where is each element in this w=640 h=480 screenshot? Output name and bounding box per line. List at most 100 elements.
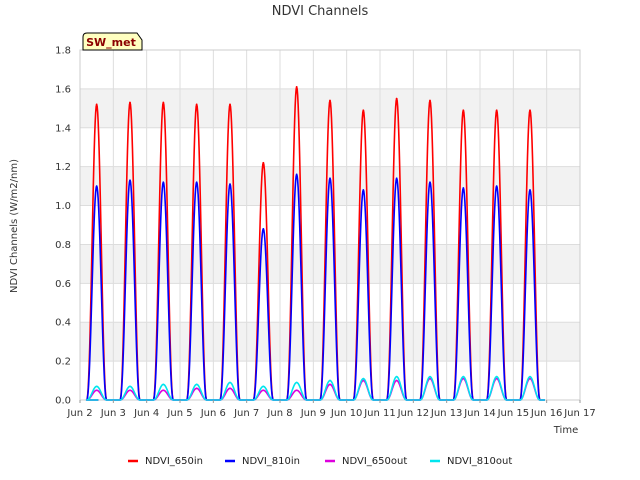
y-tick-label: 0.8 (55, 240, 71, 251)
y-tick-label: 1.6 (55, 84, 71, 95)
data-point-NDVI_650in (395, 97, 398, 100)
legend-label-NDVI_650out: NDVI_650out (342, 456, 407, 467)
data-point-NDVI_810in (462, 187, 465, 189)
sw-met-badge: SW_met (82, 32, 143, 51)
badge-box (82, 32, 143, 51)
y-tick-label: 0.4 (55, 318, 71, 329)
data-point-NDVI_810in (262, 227, 265, 230)
data-point-NDVI_810in (295, 173, 298, 176)
data-point-NDVI_650out (495, 377, 498, 380)
data-point-NDVI_650in (429, 99, 431, 102)
plot-band (80, 166, 580, 206)
data-point-NDVI_650out (229, 387, 231, 390)
data-point-NDVI_810out (395, 375, 398, 378)
x-tick-label: Jun 3 (100, 408, 126, 419)
data-point-NDVI_650out (95, 389, 98, 392)
data-point-NDVI_650out (195, 387, 198, 390)
data-point-NDVI_650in (495, 109, 498, 112)
plot-band (80, 244, 580, 284)
x-tick-label: Jun 7 (233, 408, 259, 419)
data-point-NDVI_810in (229, 183, 231, 186)
data-point-NDVI_810out (95, 385, 98, 388)
data-point-NDVI_650out (329, 383, 331, 386)
data-point-NDVI_650in (362, 109, 365, 112)
data-point-NDVI_650in (462, 109, 465, 112)
data-point-NDVI_810out (262, 385, 265, 388)
data-point-NDVI_810out (195, 383, 198, 386)
data-point-NDVI_810out (329, 379, 331, 382)
data-point-NDVI_650out (462, 377, 465, 380)
x-axis-title: Time (553, 425, 578, 436)
x-tick-label: Jun 8 (266, 408, 292, 419)
data-point-NDVI_810in (162, 181, 165, 184)
y-tick-label: 1.8 (55, 46, 71, 57)
x-tick-label: Jun 2 (66, 408, 92, 419)
x-tick-label: Jun 10 (330, 408, 363, 419)
data-point-NDVI_810out (529, 375, 531, 378)
chart-title: NDVI Channels (272, 4, 369, 19)
x-tick-label: Jun 12 (397, 408, 430, 419)
x-tick-label: Jun 6 (200, 408, 226, 419)
data-point-NDVI_650in (295, 86, 298, 88)
x-tick-label: Jun 16 (530, 408, 563, 419)
legend-label-NDVI_810out: NDVI_810out (447, 456, 512, 467)
x-tick-label: Jun 15 (497, 408, 530, 419)
data-point-NDVI_650in (129, 101, 131, 104)
legend-label-NDVI_650in: NDVI_650in (145, 456, 203, 467)
x-tick-label: Jun 13 (430, 408, 463, 419)
data-point-NDVI_650in (95, 103, 98, 106)
x-tick-label: Jun 4 (133, 408, 159, 419)
data-point-NDVI_650out (262, 389, 265, 392)
data-point-NDVI_810in (329, 177, 331, 180)
data-point-NDVI_650in (195, 103, 198, 106)
data-point-NDVI_810out (162, 383, 165, 386)
data-point-NDVI_810out (229, 381, 231, 384)
plot-frame (79, 49, 581, 401)
data-point-NDVI_810in (495, 185, 498, 188)
y-tick-label: 1.4 (55, 123, 71, 134)
legend-label-NDVI_810in: NDVI_810in (242, 456, 300, 467)
data-point-NDVI_810out (462, 375, 465, 378)
data-point-NDVI_810out (362, 377, 365, 380)
y-tick-label: 1.2 (55, 162, 71, 173)
y-tick-label: 0.6 (55, 279, 71, 290)
y-tick-labels: 0.0 0.2 0.4 0.6 0.8 1.0 1.2 1.4 1.6 1.8 (55, 46, 71, 407)
x-tick-label: Jun 9 (300, 408, 326, 419)
data-point-NDVI_810in (362, 189, 365, 191)
data-point-NDVI_650out (429, 377, 431, 380)
data-point-NDVI_650in (229, 103, 231, 106)
x-tick-label: Jun 5 (166, 408, 192, 419)
data-point-NDVI_650out (295, 389, 298, 392)
data-point-NDVI_650in (529, 109, 531, 112)
data-point-NDVI_810in (429, 181, 431, 184)
plot-bands (80, 88, 580, 362)
plot-band (80, 88, 580, 128)
data-point-NDVI_810in (95, 185, 98, 188)
legend: NDVI_650in NDVI_810in NDVI_650out NDVI_810o… (128, 456, 512, 467)
y-axis-title: NDVI Channels (W/m2/nm) (9, 159, 20, 293)
x-tick-label: Jun 17 (563, 408, 596, 419)
y-tick-label: 0.2 (55, 357, 71, 368)
y-tick-label: 1.0 (55, 201, 71, 212)
data-point-NDVI_650out (395, 379, 398, 382)
data-point-NDVI_650out (529, 377, 531, 380)
data-point-NDVI_810out (495, 375, 498, 378)
data-point-NDVI_810out (429, 375, 431, 378)
data-point-NDVI_650in (162, 101, 165, 104)
data-point-NDVI_650out (129, 389, 131, 392)
x-tick-label: Jun 11 (363, 408, 396, 419)
data-point-NDVI_650out (362, 379, 365, 382)
data-point-NDVI_810out (295, 381, 298, 384)
y-tick-label: 0.0 (55, 396, 71, 407)
data-point-NDVI_810in (195, 181, 198, 184)
data-point-NDVI_650in (329, 99, 331, 102)
badge-label: SW_met (86, 36, 136, 49)
data-point-NDVI_810out (129, 385, 131, 388)
data-point-NDVI_810in (395, 177, 398, 180)
x-tick-label: Jun 14 (463, 408, 496, 419)
data-point-NDVI_650out (162, 389, 165, 392)
data-point-NDVI_650in (262, 161, 265, 164)
data-point-NDVI_810in (129, 179, 131, 182)
x-tick-labels: Jun 2 Jun 3 Jun 4 Jun 5 Jun 6 Jun 7 Jun 8 Jun 9… (66, 400, 596, 419)
